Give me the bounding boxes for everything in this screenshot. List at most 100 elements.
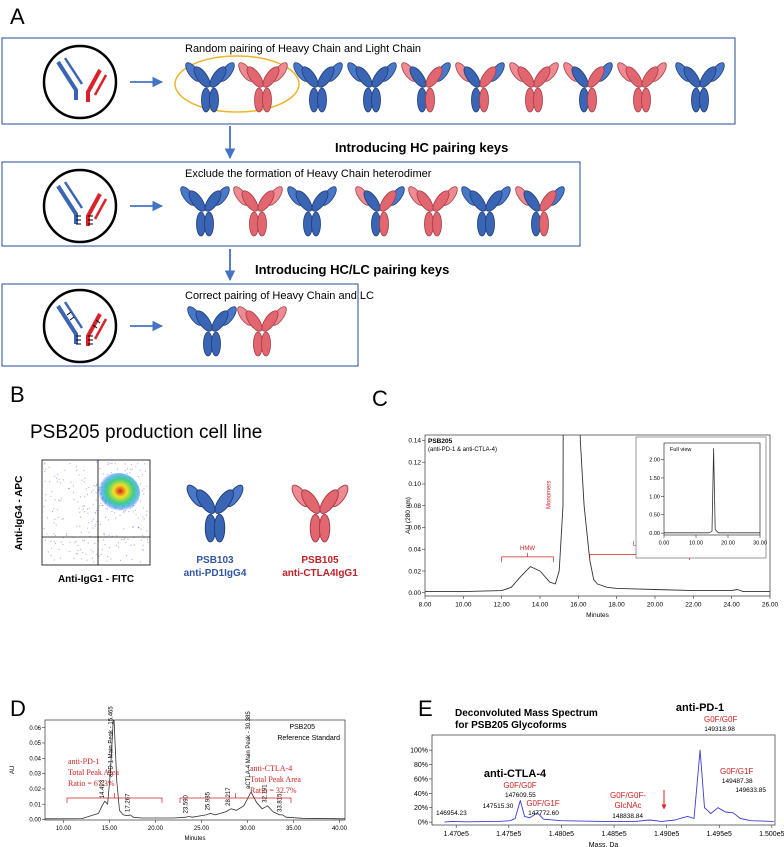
cell-dot (130, 464, 132, 466)
cell-dot (95, 499, 97, 501)
cell-dot (62, 543, 64, 546)
x-tick-label: 10.00 (455, 602, 472, 609)
data-line (45, 720, 345, 820)
cell-dot (138, 527, 140, 529)
cell-dot (94, 525, 96, 527)
panel-title: PSB205 production cell line (30, 422, 262, 443)
antibody (405, 184, 461, 237)
y-tick-label: 0.08 (408, 503, 421, 510)
cell-dot (44, 499, 47, 501)
flow-plot (41, 459, 151, 566)
cell-dot (77, 544, 79, 546)
cell-dot (87, 512, 89, 514)
x-axis-label: Mass, Da (589, 842, 619, 847)
antibody (184, 304, 240, 357)
cell-dot (142, 516, 144, 518)
axis-label: Anti-IgG4 - APC (14, 476, 25, 551)
antibody (560, 60, 616, 113)
cell-dot (137, 463, 139, 465)
cell-dot (135, 466, 137, 468)
cell-dot (61, 518, 63, 520)
cell-dot (137, 517, 139, 519)
annotation: Monomers (547, 481, 553, 509)
cell-dot (127, 538, 129, 540)
cell-dot (143, 463, 146, 465)
annotation: anti-CTLA-4 (250, 764, 292, 773)
antibody (352, 184, 408, 237)
y-tick-label: 0.03 (29, 772, 41, 778)
annotation: Total Peak Area (68, 768, 119, 777)
cell-dot (59, 500, 61, 502)
antibody (512, 184, 568, 237)
cell-dot (55, 534, 57, 537)
cell-dot (63, 469, 65, 471)
cell-dot (83, 469, 85, 472)
x-tick-label: 1.495e5 (707, 831, 732, 838)
peak-label: 147515.30 (483, 803, 514, 810)
cell-dot (58, 478, 60, 480)
peak-label: 23.590 (183, 794, 189, 813)
y-tick-label: 2.00 (649, 457, 660, 463)
cell-dot (54, 499, 56, 501)
cell-dot (43, 463, 45, 465)
cell-dot (84, 511, 86, 513)
x-tick-label: 26.00 (762, 602, 779, 609)
cell-dot (90, 549, 92, 551)
y-tick-label: 0.06 (29, 726, 41, 732)
cell-dot (146, 538, 148, 541)
cell-dot (142, 534, 144, 536)
step-box (1, 161, 581, 247)
transition-text: Introducing HC/LC pairing keys (255, 262, 449, 277)
cell-dot (106, 560, 108, 562)
cell-dot (124, 537, 126, 539)
peak-label: aCTLA-4 Main Peak - 30.385 (246, 711, 252, 789)
cell-dot (96, 484, 98, 486)
cell-dot (44, 480, 46, 482)
x-tick-label: 8.00 (419, 602, 432, 609)
peak-label: 17.267 (125, 793, 131, 812)
cell-dot (119, 559, 122, 562)
cell-dot (96, 510, 98, 512)
step-text: Correct pairing of Heavy Chain and LC (185, 290, 374, 302)
cell-dot (92, 518, 94, 520)
x-tick-label: 25.00 (194, 826, 210, 832)
x-tick-label: 1.480e5 (549, 831, 574, 838)
cell-dot (91, 557, 93, 559)
cell-dot (60, 541, 62, 543)
cell-dot (118, 542, 120, 544)
cell-dot (44, 471, 46, 473)
density-blob (96, 473, 140, 513)
cell-dot (95, 485, 97, 487)
cell-dot (78, 474, 80, 476)
cell-dot (92, 561, 95, 563)
cell-dot (75, 553, 78, 555)
antibody-code: PSB103 (196, 555, 234, 566)
cell-dot (128, 511, 130, 513)
step-box (1, 283, 359, 367)
cell-dot (46, 533, 48, 535)
cell-dot (125, 541, 127, 543)
cell-dot (139, 469, 141, 471)
antibody (398, 60, 454, 113)
glycoform-label: GlcNAc (614, 801, 641, 810)
cell-dot (48, 466, 50, 468)
data-line (425, 435, 770, 593)
cell-dot (80, 496, 82, 498)
cell-dot (53, 559, 55, 561)
y-tick-label: 0.05 (29, 741, 41, 747)
cell-dot (79, 511, 81, 513)
cell-dot (56, 509, 59, 511)
cell-dot (82, 539, 84, 541)
cell-dot (109, 462, 111, 464)
y-tick-label: 0% (418, 820, 428, 827)
cell-dot (103, 533, 105, 536)
cell-dot (77, 549, 79, 552)
bracket (179, 793, 292, 803)
cell-dot (56, 477, 58, 479)
cell-dot (79, 516, 82, 518)
x-tick-label: 24.00 (724, 602, 741, 609)
cell-dot (141, 473, 143, 476)
antibody-code: PSB105 (301, 555, 339, 566)
cell-dot (68, 550, 70, 553)
chart-title: for PSB205 Glycoforms (455, 720, 567, 731)
